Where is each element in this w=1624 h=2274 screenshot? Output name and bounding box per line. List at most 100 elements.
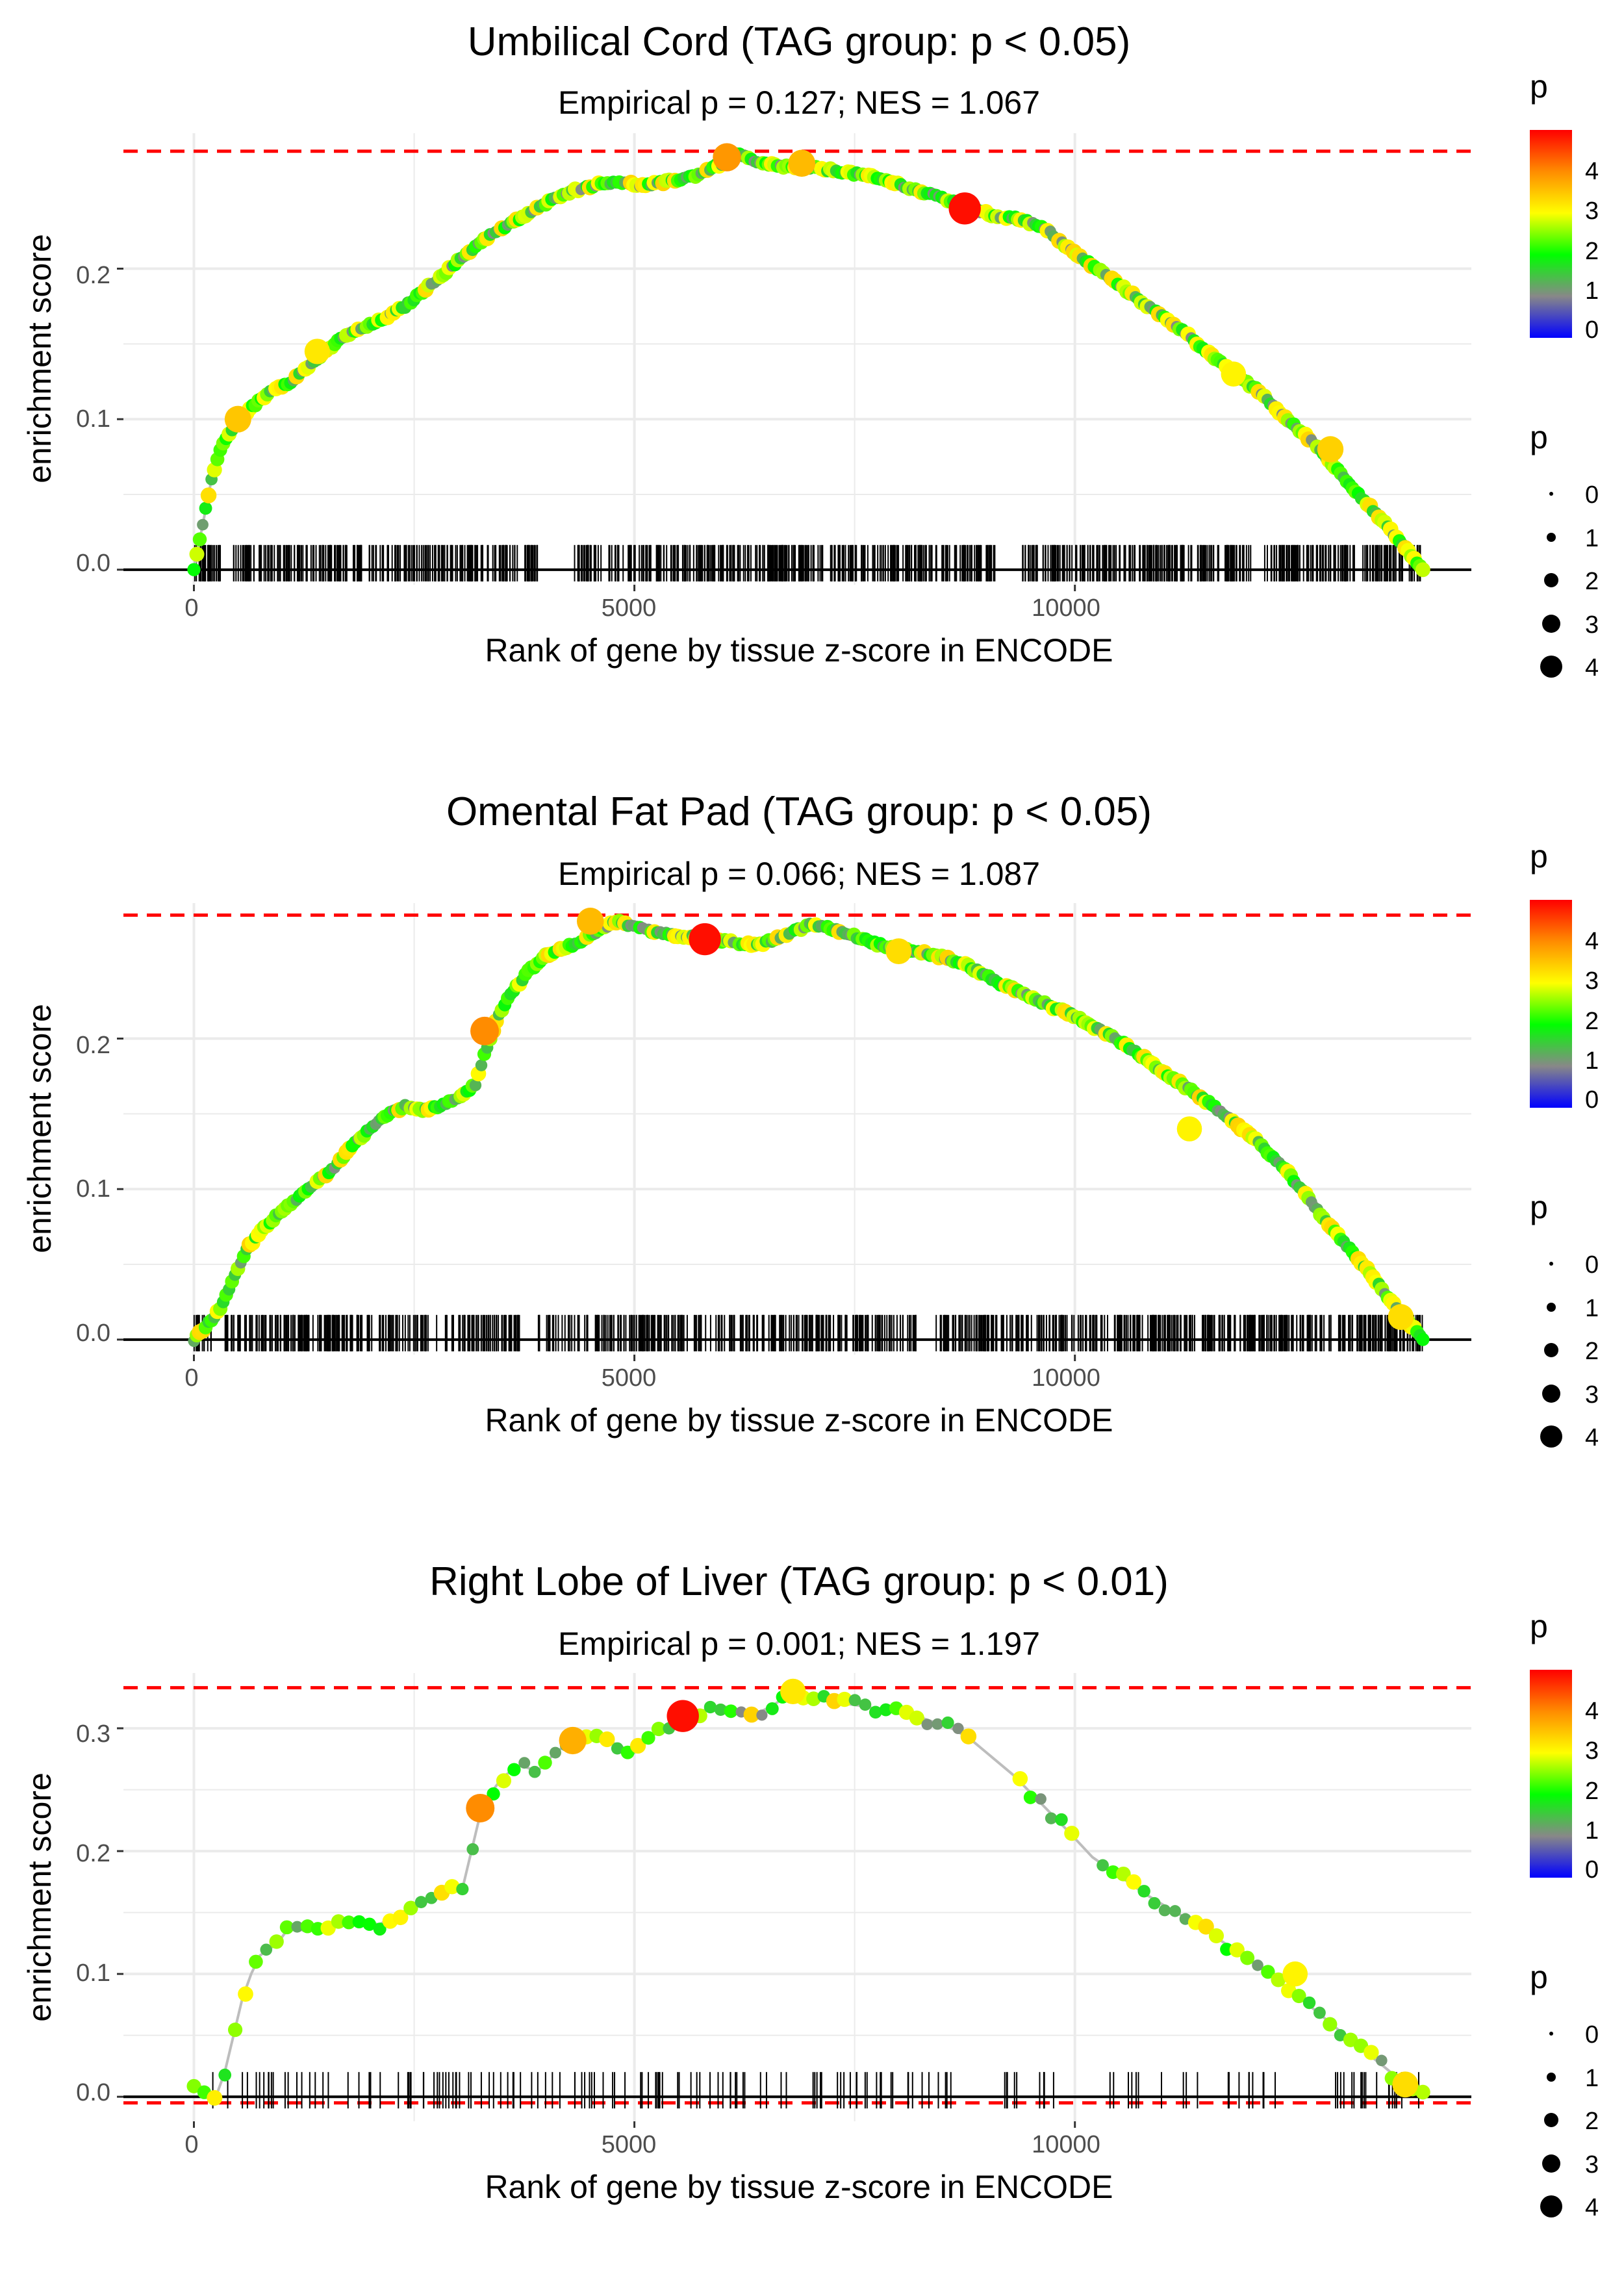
es-point (704, 1700, 717, 1714)
legend-size-title: p (1530, 1189, 1548, 1225)
chart-title: Umbilical Cord (TAG group: p < 0.05) (468, 19, 1131, 64)
plot-area (117, 1673, 1471, 2128)
es-point (1334, 2029, 1347, 2041)
x-tick-label: 0 (184, 2131, 198, 2158)
y-tick-label: 0.0 (76, 1320, 110, 1347)
legend-color: p 0 1 2 3 4 (1530, 68, 1599, 344)
y-tick-label: 0.0 (76, 2079, 110, 2106)
size-key-dot (1549, 492, 1553, 496)
es-point (300, 1919, 315, 1934)
es-point (932, 1718, 944, 1730)
panel-omental-fat-pad: Omental Fat Pad (TAG group: p < 0.05) Em… (21, 789, 1599, 1451)
es-point (507, 1763, 521, 1776)
x-axis-label: Rank of gene by tissue z-score in ENCODE (485, 632, 1113, 669)
es-point (1416, 1333, 1430, 1346)
legend-size: p 0 1 2 3 4 (1530, 1959, 1599, 2221)
es-point (403, 1900, 418, 1915)
es-points (187, 147, 1430, 578)
es-point (909, 1710, 924, 1726)
es-point (249, 1954, 263, 1969)
highlight-point (885, 938, 912, 965)
y-axis-label: enrichment score (21, 234, 58, 483)
x-tick-label: 10000 (1032, 2131, 1100, 2158)
legend-color-title: p (1530, 68, 1548, 105)
es-point (1035, 1793, 1047, 1805)
x-axis-label: Rank of gene by tissue z-score in ENCODE (485, 2169, 1113, 2205)
highlight-point (948, 192, 981, 225)
colorbar-tick: 1 (1585, 1817, 1599, 1845)
size-key-dot (1544, 1343, 1558, 1357)
es-curve (192, 151, 1424, 571)
size-key-label: 0 (1585, 2021, 1599, 2049)
size-key-label: 3 (1585, 1381, 1599, 1409)
es-point (189, 546, 205, 562)
highlight-point (689, 923, 721, 956)
es-point (1240, 1950, 1255, 1965)
highlight-point (1176, 1116, 1202, 1142)
colorbar-tick: 0 (1585, 1086, 1599, 1114)
chart-subtitle: Empirical p = 0.001; NES = 1.197 (558, 1626, 1040, 1662)
y-tick-label: 0.1 (76, 1960, 110, 1987)
es-point (765, 1702, 779, 1715)
es-point (469, 1079, 482, 1092)
es-point (1116, 1866, 1131, 1882)
chart-title: Right Lobe of Liver (TAG group: p < 0.01… (429, 1559, 1169, 1604)
es-point (291, 1921, 303, 1933)
es-point (414, 1896, 427, 1908)
es-points (186, 1688, 1430, 2106)
highlight-point (788, 149, 816, 177)
size-key-dot (1542, 1385, 1560, 1403)
size-key-label: 0 (1585, 1251, 1599, 1279)
colorbar-tick: 4 (1585, 928, 1599, 955)
chart-title: Omental Fat Pad (TAG group: p < 0.05) (446, 789, 1152, 834)
size-key-dot (1540, 1425, 1562, 1448)
y-axis-label: enrichment score (21, 1004, 58, 1253)
es-point (197, 518, 209, 531)
legend-size: p 0 1 2 3 4 (1530, 1189, 1599, 1451)
es-point (651, 1722, 666, 1737)
highlight-point (1388, 1304, 1414, 1330)
y-axis-label: enrichment score (21, 1772, 58, 2022)
size-key-dot (1544, 2113, 1558, 2127)
highlight-point (576, 908, 604, 935)
highlight-point (559, 1726, 587, 1755)
x-axis-label: Rank of gene by tissue z-score in ENCODE (485, 1402, 1113, 1438)
size-key-dot (1542, 615, 1560, 633)
es-point (227, 2023, 243, 2038)
size-key-label: 1 (1585, 1295, 1599, 1322)
es-point (487, 1787, 500, 1801)
es-point (1064, 1826, 1080, 1841)
x-axis: 0 5000 10000 Rank of gene by tissue z-sc… (184, 594, 1113, 669)
gene-rug (194, 544, 1421, 581)
colorbar-tick: 2 (1585, 1778, 1599, 1805)
colorbar-tick: 4 (1585, 1698, 1599, 1725)
es-point (392, 1910, 409, 1926)
y-tick-label: 0.1 (76, 1175, 110, 1203)
size-key-label: 4 (1585, 654, 1599, 682)
colorbar-tick: 2 (1585, 238, 1599, 265)
y-tick-label: 0.0 (76, 550, 110, 577)
es-point (538, 1756, 552, 1770)
highlight-point (470, 1016, 500, 1045)
highlight-point (1221, 361, 1247, 387)
es-point (879, 1703, 893, 1717)
es-point (475, 1059, 488, 1071)
es-point (1055, 1813, 1068, 1826)
highlight-point (713, 143, 741, 172)
x-tick-label: 5000 (602, 2131, 657, 2158)
es-point (859, 1698, 872, 1711)
es-point (238, 1986, 253, 2002)
colorbar-tick: 3 (1585, 198, 1599, 225)
es-point (806, 1691, 821, 1706)
x-tick-label: 0 (184, 594, 198, 622)
es-point (1252, 1959, 1263, 1971)
legend-size-title: p (1530, 1959, 1548, 1995)
size-key-label: 3 (1585, 611, 1599, 639)
highlight-point (304, 339, 330, 364)
es-point (941, 1716, 954, 1730)
colorbar-tick: 3 (1585, 967, 1599, 995)
es-point (466, 1843, 479, 1856)
es-point (1045, 1812, 1058, 1824)
legend-color: p 0 1 2 3 4 (1530, 1608, 1599, 1884)
highlight-point (224, 405, 251, 433)
